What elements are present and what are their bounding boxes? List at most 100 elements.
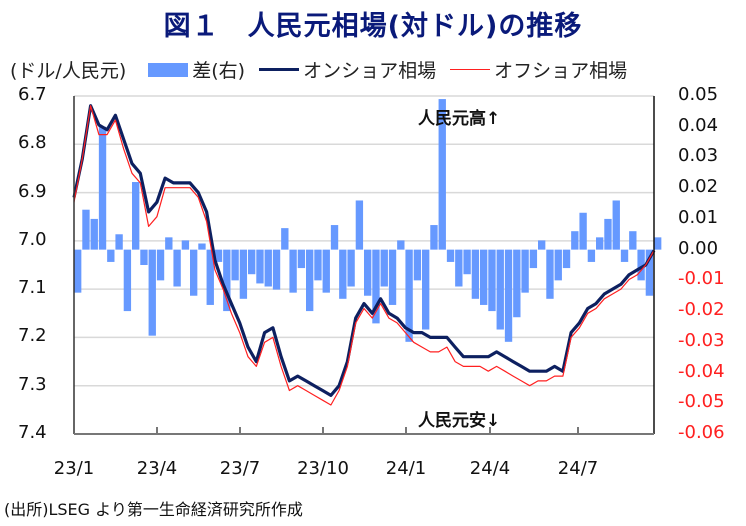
annotation-yuan-up: 人民元高↑ — [418, 109, 501, 129]
spread-bar — [513, 249, 521, 318]
annotation-yuan-down: 人民元安↓ — [418, 411, 501, 431]
offshore-line — [73, 105, 655, 406]
left-axis-tick-label: 6.7 — [18, 84, 47, 105]
spread-bar — [74, 249, 82, 293]
spread-bar — [446, 249, 455, 262]
left-axis-tick-label: 7.0 — [18, 228, 47, 250]
spread-bar — [140, 249, 148, 265]
spread-bar — [239, 249, 248, 299]
right-axis-tick-label: -0.04 — [678, 360, 725, 382]
spread-bar — [248, 249, 256, 275]
right-axis-tick-label: 0.02 — [678, 176, 719, 198]
spread-bar — [380, 249, 388, 287]
spread-bar — [388, 249, 397, 305]
spread-bar — [430, 225, 438, 250]
spread-bar — [314, 249, 322, 281]
left-axis-tick-label: 7.4 — [18, 422, 47, 443]
spread-bar — [297, 249, 306, 269]
spread-bar — [231, 249, 239, 281]
right-axis-tick-label: -0.03 — [678, 329, 725, 351]
spread-bar — [604, 218, 612, 250]
spread-bar — [562, 249, 571, 269]
right-axis-tick-label: 0.05 — [678, 84, 719, 105]
left-axis-tick-label: 6.9 — [18, 180, 47, 202]
spread-bar — [529, 249, 538, 269]
left-axis-tick-label: 7.2 — [18, 325, 47, 347]
spread-bar — [173, 249, 181, 287]
spread-bar — [538, 240, 546, 250]
spread-bar — [181, 240, 190, 250]
chart-title: 図１ 人民元相場(対ドル)の推移 — [163, 11, 583, 42]
spread-bar — [264, 249, 272, 287]
spread-bar — [214, 249, 223, 262]
spread-bar — [521, 249, 529, 293]
x-axis-tick-label: 24/7 — [557, 458, 599, 479]
spread-bar — [132, 182, 140, 250]
x-axis-tick-label: 24/1 — [385, 458, 427, 479]
spread-bar — [496, 249, 504, 330]
spread-bar — [223, 249, 231, 312]
right-axis-tick-label: 0.04 — [678, 114, 719, 136]
legend-swatch-line-offshore — [450, 69, 491, 70]
spread-bar — [190, 249, 198, 296]
spread-bar — [165, 237, 173, 250]
spread-bar — [397, 240, 405, 250]
spread-bar — [596, 237, 604, 250]
right-axis-tick-label: -0.06 — [678, 422, 725, 443]
spread-bar — [355, 200, 364, 250]
right-axis-tick-label: 0.00 — [678, 237, 719, 259]
spread-bar — [339, 249, 347, 299]
spread-bar — [579, 212, 587, 250]
spread-bar — [471, 249, 480, 299]
spread-bar — [637, 249, 645, 281]
x-axis-tick-label: 23/7 — [219, 458, 261, 479]
spread-bar — [272, 249, 281, 290]
source-note: (出所)LSEG より第一生命経済研究所作成 — [4, 500, 303, 519]
spread-bar — [281, 228, 289, 250]
right-axis-tick-label: 0.03 — [678, 145, 719, 167]
spread-bar — [256, 249, 264, 284]
x-axis-tick-label: 23/1 — [53, 458, 95, 479]
spread-bar — [198, 243, 206, 250]
spread-bar — [123, 249, 132, 312]
spread-bar — [405, 249, 413, 342]
legend-item-spread: 差(右) — [148, 56, 245, 83]
spread-bar — [587, 249, 596, 262]
spread-bar — [90, 218, 98, 250]
spread-bar — [480, 249, 488, 305]
onshore-line — [72, 104, 656, 397]
spread-bar — [455, 249, 463, 287]
spread-bar — [107, 249, 115, 262]
legend-swatch-bar — [148, 62, 189, 77]
spread-bar — [620, 249, 629, 262]
right-axis-tick-label: -0.01 — [678, 268, 725, 290]
spread-bar — [364, 249, 372, 296]
right-axis-tick-label: 0.01 — [678, 206, 719, 228]
spread-bar — [347, 249, 355, 287]
spread-bar — [645, 249, 654, 296]
left-axis-unit: (ドル/人民元) — [10, 60, 127, 82]
spread-bar — [554, 249, 562, 281]
spread-bar — [372, 249, 380, 324]
spread-bar — [422, 249, 430, 330]
left-axis-tick-label: 7.3 — [18, 373, 47, 395]
spread-bar — [115, 234, 123, 250]
spread-bar — [463, 249, 471, 275]
spread-bar — [156, 249, 165, 281]
spread-bar — [488, 249, 496, 312]
legend-swatch-line-onshore — [259, 68, 300, 71]
spread-bar — [306, 249, 314, 312]
legend: (ドル/人民元) 差(右) オンショア相場 オフショア相場 — [10, 56, 641, 83]
spread-bar — [206, 249, 214, 305]
right-axis-tick-label: -0.05 — [678, 391, 725, 413]
legend-item-offshore: オフショア相場 — [450, 56, 627, 83]
spread-bar — [148, 249, 156, 336]
left-axis-tick-label: 6.8 — [18, 132, 47, 154]
spread-bar — [413, 249, 422, 281]
x-axis-tick-label: 24/4 — [469, 458, 511, 479]
legend-item-onshore: オンショア相場 — [259, 56, 436, 83]
spread-bar — [612, 200, 620, 250]
spread-bar — [438, 99, 446, 250]
spread-bar — [98, 126, 107, 250]
spread-bar — [571, 231, 579, 250]
